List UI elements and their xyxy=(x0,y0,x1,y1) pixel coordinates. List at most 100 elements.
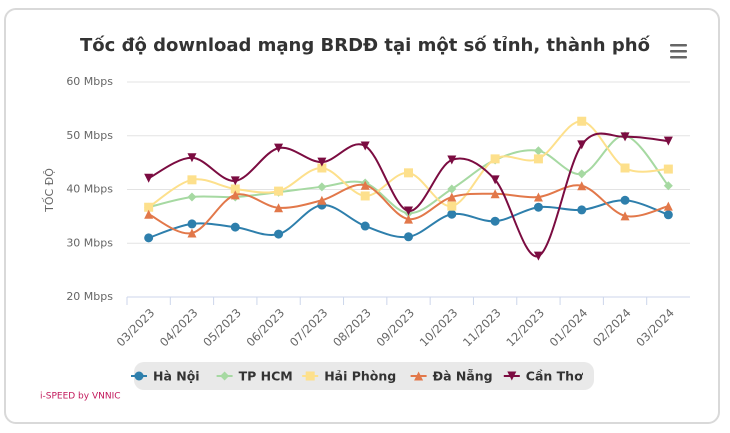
marker xyxy=(533,146,543,156)
x-tick-label: 06/2023 xyxy=(243,306,287,350)
marker xyxy=(663,136,673,146)
x-tick-label: 12/2023 xyxy=(503,306,547,350)
legend-label: Đà Nẵng xyxy=(433,369,493,384)
marker xyxy=(663,201,673,211)
marker xyxy=(663,210,673,220)
marker xyxy=(360,191,370,201)
marker xyxy=(404,214,413,224)
marker xyxy=(187,175,197,185)
marker xyxy=(317,157,327,167)
marker xyxy=(447,201,457,211)
marker xyxy=(230,222,240,232)
legend-label: Hải Phòng xyxy=(324,369,396,384)
marker xyxy=(305,371,315,381)
marker xyxy=(187,219,197,229)
legend-box xyxy=(134,362,594,390)
marker xyxy=(187,153,197,163)
marker xyxy=(620,195,630,205)
marker xyxy=(317,182,327,192)
legend-label: Hà Nội xyxy=(153,369,200,384)
marker xyxy=(577,116,587,126)
marker xyxy=(533,202,543,212)
marker xyxy=(360,180,370,190)
y-tick-label: 40 Mbps xyxy=(66,183,113,196)
menu-button[interactable] xyxy=(670,44,687,59)
marker xyxy=(274,143,284,153)
credit: i-SPEED by VNNIC xyxy=(40,392,121,402)
x-tick-label: 09/2023 xyxy=(373,306,417,350)
marker xyxy=(577,205,587,215)
marker xyxy=(533,192,543,202)
marker xyxy=(490,189,500,199)
marker xyxy=(274,203,284,213)
marker xyxy=(620,163,630,173)
legend-label: Cần Thơ xyxy=(526,369,583,384)
x-tick-label: 02/2024 xyxy=(590,306,634,350)
marker xyxy=(317,163,327,173)
series-line xyxy=(148,120,669,209)
marker xyxy=(404,206,413,216)
x-tick-label: 08/2023 xyxy=(330,306,374,350)
marker xyxy=(274,186,284,196)
marker xyxy=(663,164,673,174)
marker xyxy=(447,155,457,165)
marker xyxy=(317,195,327,205)
marker xyxy=(187,192,197,202)
marker xyxy=(533,251,543,261)
marker xyxy=(404,168,413,178)
x-tick-label: 05/2023 xyxy=(200,306,244,350)
marker xyxy=(360,221,370,231)
marker xyxy=(360,141,370,151)
x-tick-label: 11/2023 xyxy=(460,306,504,350)
marker xyxy=(447,184,457,194)
y-tick-label: 50 Mbps xyxy=(66,129,113,142)
legend-item[interactable]: Đà Nẵng xyxy=(410,369,493,384)
marker xyxy=(490,175,500,185)
y-tick-label: 60 Mbps xyxy=(66,75,113,88)
marker xyxy=(144,173,154,183)
legend-item[interactable]: TP HCM xyxy=(216,369,293,384)
marker xyxy=(414,371,424,381)
y-tick-label: 20 Mbps xyxy=(66,290,113,303)
marker xyxy=(620,211,630,221)
menu-bar xyxy=(670,50,687,53)
legend-item[interactable]: Hà Nội xyxy=(131,369,200,384)
marker xyxy=(533,154,543,164)
marker xyxy=(490,154,500,164)
marker xyxy=(230,190,240,200)
marker xyxy=(577,169,587,179)
legend-label: TP HCM xyxy=(239,369,293,384)
marker xyxy=(507,371,517,381)
marker xyxy=(220,371,230,381)
chart-title: Tốc độ download mạng BRDĐ tại một số tỉn… xyxy=(80,35,651,56)
marker xyxy=(144,233,154,243)
y-tick-label: 30 Mbps xyxy=(66,236,113,249)
marker xyxy=(187,228,197,238)
legend-item[interactable]: Cần Thơ xyxy=(503,369,583,384)
legend-item[interactable]: Hải Phòng xyxy=(302,369,396,384)
marker xyxy=(230,184,240,194)
marker xyxy=(620,132,630,142)
series-line xyxy=(148,132,669,258)
marker xyxy=(447,209,457,219)
marker xyxy=(230,176,240,186)
marker xyxy=(663,181,673,191)
y-axis-title: TỐC ĐỘ xyxy=(42,168,56,213)
menu-bar xyxy=(670,56,687,59)
chart-card xyxy=(4,8,720,424)
x-tick-label: 10/2023 xyxy=(417,306,461,350)
x-tick-label: 01/2024 xyxy=(547,306,591,350)
marker xyxy=(490,216,500,226)
marker xyxy=(577,181,587,191)
x-tick-label: 03/2023 xyxy=(114,306,158,350)
x-tick-label: 04/2023 xyxy=(157,306,201,350)
marker xyxy=(134,371,144,381)
marker xyxy=(144,209,154,219)
x-tick-label: 03/2024 xyxy=(633,306,677,350)
marker xyxy=(274,229,284,239)
menu-bar xyxy=(670,44,687,47)
x-tick-label: 07/2023 xyxy=(287,306,331,350)
marker xyxy=(577,140,587,150)
marker xyxy=(144,202,154,212)
